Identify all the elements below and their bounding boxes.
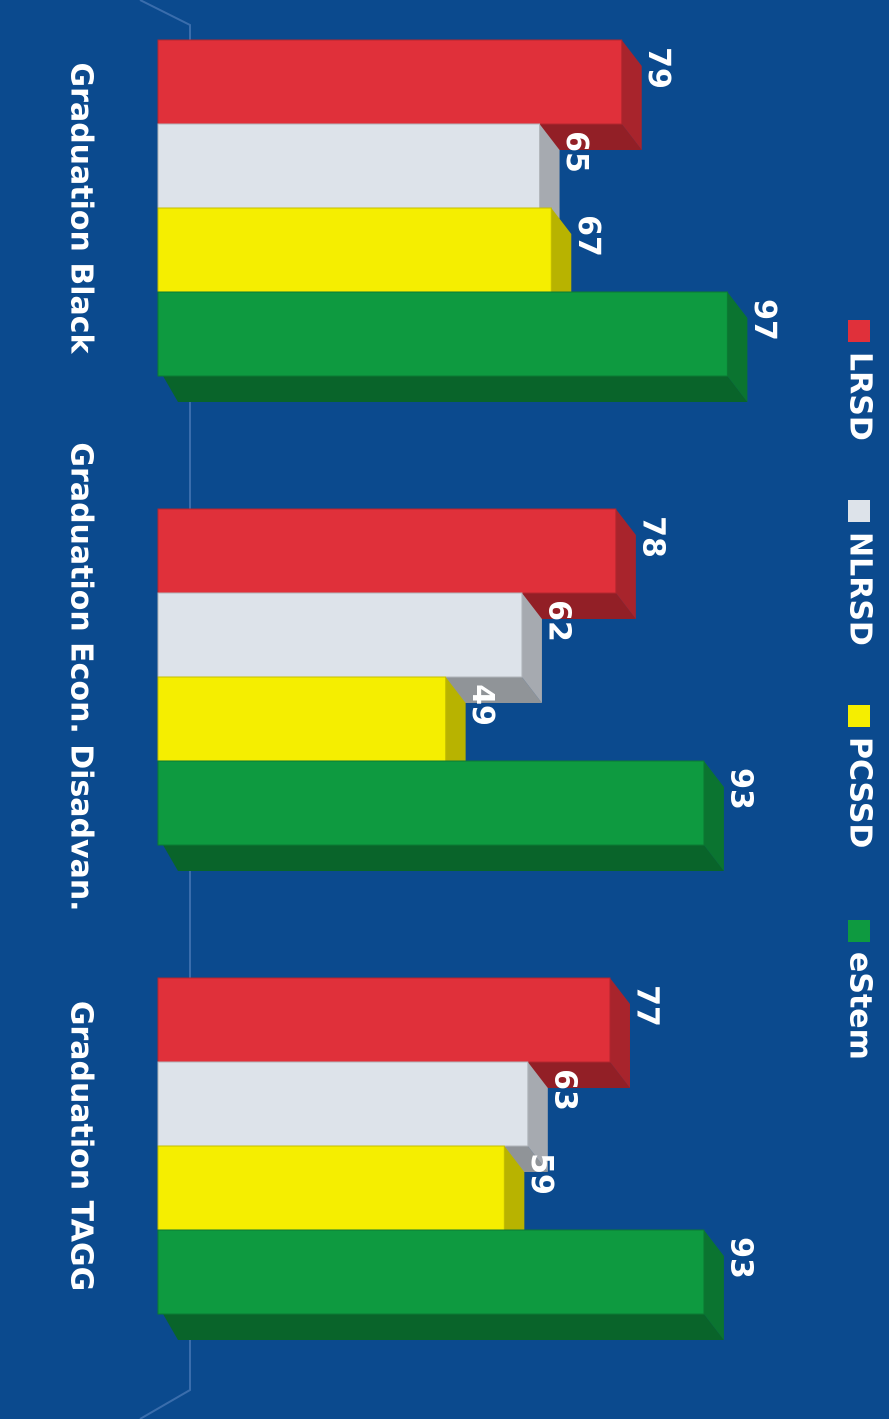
bar-end — [551, 208, 572, 318]
legend-swatch — [848, 320, 870, 342]
value-label: 93 — [723, 768, 758, 810]
legend-label: eStem — [843, 952, 878, 1060]
bar-end — [445, 677, 466, 787]
value-label: 79 — [641, 47, 676, 89]
legend-swatch — [848, 500, 870, 522]
bar-end — [527, 1062, 548, 1172]
bar — [157, 977, 611, 1063]
value-label: 97 — [747, 299, 782, 341]
category-label: Graduation TAGG — [64, 1001, 99, 1291]
legend-swatch — [848, 920, 870, 942]
value-label: 62 — [541, 600, 576, 642]
value-label: 63 — [547, 1069, 582, 1111]
bar — [157, 39, 623, 125]
bar-depth — [163, 845, 724, 871]
bar — [157, 508, 617, 594]
bar-end — [609, 978, 630, 1088]
bar — [157, 291, 728, 377]
bar — [157, 676, 447, 762]
bar — [157, 592, 523, 678]
bar-end — [621, 40, 642, 150]
bar-end — [703, 761, 724, 871]
value-label: 67 — [571, 215, 606, 257]
bar — [157, 1145, 505, 1231]
bar-end — [504, 1146, 525, 1256]
value-label: 78 — [635, 516, 670, 558]
bar-end — [521, 593, 542, 703]
legend-label: NLRSD — [843, 532, 878, 646]
value-label: 65 — [559, 131, 594, 173]
value-label: 59 — [524, 1153, 559, 1195]
bar-depth — [163, 1314, 724, 1340]
bar — [157, 760, 705, 846]
category-label: Graduation Black — [64, 63, 99, 355]
bar-end — [615, 509, 636, 619]
bar-depth — [163, 376, 748, 402]
bar-end — [539, 124, 560, 234]
category-label: Graduation Econ. Disadvan. — [64, 442, 99, 911]
value-label: 77 — [629, 985, 664, 1027]
bar — [157, 1061, 529, 1147]
bar-end — [703, 1230, 724, 1340]
legend-swatch — [848, 705, 870, 727]
legend-label: LRSD — [843, 352, 878, 441]
bar — [157, 1229, 705, 1315]
legend-label: PCSSD — [843, 737, 878, 848]
bar — [157, 207, 552, 293]
value-label: 93 — [723, 1237, 758, 1279]
bar — [157, 123, 541, 209]
value-label: 49 — [465, 684, 500, 726]
bar-end — [727, 292, 748, 402]
